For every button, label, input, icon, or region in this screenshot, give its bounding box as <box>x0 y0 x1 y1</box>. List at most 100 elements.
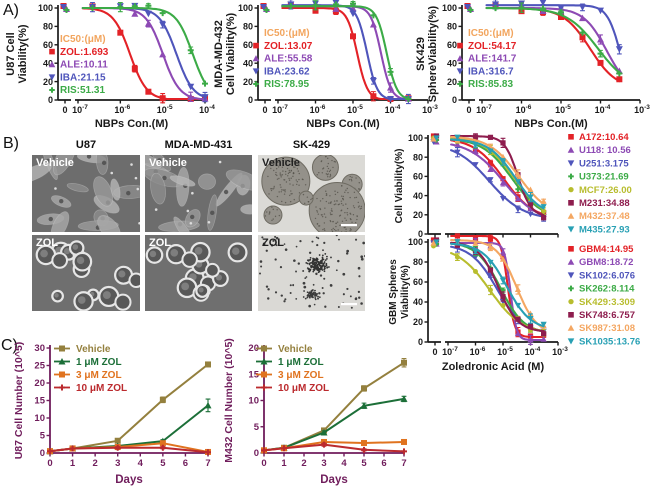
svg-text:ALE:141.7: ALE:141.7 <box>468 54 517 65</box>
svg-text:40: 40 <box>43 58 53 68</box>
svg-text:60: 60 <box>43 40 53 50</box>
svg-text:RIS:85.83: RIS:85.83 <box>468 79 513 90</box>
svg-text:60: 60 <box>413 172 423 182</box>
svg-text:6: 6 <box>381 458 386 469</box>
svg-text:20: 20 <box>248 343 259 354</box>
svg-text:1 μM ZOL: 1 μM ZOL <box>278 357 324 368</box>
micro-image-mda-vehicle: Vehicle <box>145 155 252 232</box>
svg-text:U87 Cell: U87 Cell <box>5 32 17 75</box>
svg-text:7: 7 <box>401 458 406 469</box>
svg-text:GBM8:18.72: GBM8:18.72 <box>579 257 633 268</box>
svg-text:20: 20 <box>447 77 457 87</box>
svg-text:Zoledronic Acid (M): Zoledronic Acid (M) <box>442 361 545 373</box>
micro-image-sk429-zol: ZOL <box>258 235 365 311</box>
svg-text:RIS:51.31: RIS:51.31 <box>60 85 105 96</box>
svg-text:10-6: 10-6 <box>114 104 130 115</box>
svg-text:10-3: 10-3 <box>422 104 438 115</box>
svg-text:NBPs Con.(M): NBPs Con.(M) <box>514 118 588 130</box>
svg-text:10-4: 10-4 <box>525 346 541 357</box>
svg-text:SK987:31.08: SK987:31.08 <box>579 323 635 334</box>
svg-text:GBM4:14.95: GBM4:14.95 <box>579 244 634 255</box>
svg-text:3 μM ZOL: 3 μM ZOL <box>76 370 122 381</box>
svg-text:3: 3 <box>321 458 326 469</box>
svg-text:10-7: 10-7 <box>72 104 88 115</box>
svg-text:GBM Spheres: GBM Spheres <box>388 259 399 325</box>
svg-text:20: 20 <box>413 210 423 220</box>
svg-text:60: 60 <box>243 40 253 50</box>
svg-text:100: 100 <box>408 237 423 247</box>
svg-text:1: 1 <box>281 458 287 469</box>
svg-text:10-7: 10-7 <box>476 104 492 115</box>
gbm-spheres-viability-chart: 0 20 40 60 80 100 0 10-7 10-6 10-5 10-4 10-3 GBM4:14… <box>388 233 650 376</box>
svg-text:ZOL:1.693: ZOL:1.693 <box>60 47 109 58</box>
m432-growth-curve-chart: 0 5 10 15 20 0 1 2 3 4 5 6 7 Vehicle 1 μM ZOL 3 μM ZOL 1… <box>218 336 410 486</box>
micro-label: ZOL <box>36 237 58 249</box>
svg-text:10-5: 10-5 <box>347 104 363 115</box>
svg-text:ALE:55.58: ALE:55.58 <box>264 54 313 65</box>
svg-text:5: 5 <box>160 458 166 469</box>
svg-text:10-5: 10-5 <box>157 104 173 115</box>
svg-text:5: 5 <box>361 458 367 469</box>
svg-text:10-4: 10-4 <box>595 104 611 115</box>
svg-text:30: 30 <box>34 343 45 354</box>
svg-text:60: 60 <box>447 40 457 50</box>
svg-text:A172:10.64: A172:10.64 <box>579 132 629 143</box>
svg-text:0: 0 <box>418 337 423 347</box>
svg-text:100: 100 <box>442 3 457 13</box>
svg-text:10 μM ZOL: 10 μM ZOL <box>278 383 329 394</box>
svg-text:6: 6 <box>183 458 188 469</box>
micro-label: ZOL <box>149 237 171 249</box>
svg-text:IC50:(μM): IC50:(μM) <box>264 28 310 39</box>
micro-column-title-u87: U87 <box>75 139 97 151</box>
svg-text:0: 0 <box>62 105 67 115</box>
sk429-sphere-dose-response-chart: 0 20 40 60 80 100 0 10-7 10-6 10-5 10-4 10-3 IC50:(μ… <box>412 0 650 132</box>
svg-text:Days: Days <box>115 474 143 486</box>
svg-text:25: 25 <box>34 361 45 372</box>
svg-text:0: 0 <box>254 448 259 459</box>
svg-text:10 μM ZOL: 10 μM ZOL <box>76 383 127 394</box>
svg-text:40: 40 <box>413 191 423 201</box>
svg-text:IBA:23.62: IBA:23.62 <box>264 66 310 77</box>
svg-text:0: 0 <box>248 95 253 105</box>
svg-text:Cell Viability(%): Cell Viability(%) <box>394 149 405 224</box>
svg-text:4: 4 <box>138 458 144 469</box>
svg-text:10: 10 <box>34 413 45 424</box>
svg-text:IC50:(μM): IC50:(μM) <box>60 34 106 45</box>
svg-text:SK429: SK429 <box>415 37 427 71</box>
micro-image-u87-vehicle: Vehicle <box>32 155 140 232</box>
svg-text:U251:3.175: U251:3.175 <box>579 158 629 169</box>
svg-text:10-4: 10-4 <box>385 104 401 115</box>
svg-text:Viability(%): Viability(%) <box>17 24 29 83</box>
svg-text:7: 7 <box>205 458 210 469</box>
svg-text:40: 40 <box>413 297 423 307</box>
svg-text:0: 0 <box>432 347 437 357</box>
svg-text:0: 0 <box>47 458 52 469</box>
svg-text:10-6: 10-6 <box>470 346 486 357</box>
micro-label: ZOL <box>262 237 284 249</box>
u87-growth-curve-chart: 0 5 10 15 20 25 30 0 1 2 3 4 5 6 7 Vehicle 1 μM ZOL 3 μM … <box>2 336 216 486</box>
svg-text:80: 80 <box>413 257 423 267</box>
micro-image-mda-zol: ZOL <box>145 235 252 311</box>
svg-text:0: 0 <box>261 458 266 469</box>
micro-image-sk429-vehicle: Vehicle <box>258 155 365 232</box>
svg-text:80: 80 <box>43 22 53 32</box>
svg-text:SK748:6.757: SK748:6.757 <box>579 310 635 321</box>
svg-text:10-6: 10-6 <box>310 104 326 115</box>
svg-text:2: 2 <box>301 458 306 469</box>
svg-text:ZOL:54.17: ZOL:54.17 <box>468 41 517 52</box>
svg-text:0: 0 <box>452 95 457 105</box>
svg-text:10-6: 10-6 <box>516 104 532 115</box>
svg-text:M231:34.88: M231:34.88 <box>579 198 630 209</box>
svg-text:100: 100 <box>408 133 423 143</box>
svg-text:ZOL:13.07: ZOL:13.07 <box>264 41 313 52</box>
svg-text:MCF7:26.00: MCF7:26.00 <box>579 185 632 196</box>
micro-label: Vehicle <box>262 157 300 169</box>
svg-text:80: 80 <box>413 152 423 162</box>
svg-text:80: 80 <box>447 22 457 32</box>
svg-text:2: 2 <box>92 458 97 469</box>
micro-image-u87-zol: ZOL <box>32 235 140 311</box>
svg-text:IC50:(μM): IC50:(μM) <box>468 28 514 39</box>
svg-text:Days: Days <box>320 474 348 486</box>
micro-column-title-sk429: SK-429 <box>292 139 331 151</box>
svg-text:RIS:78.95: RIS:78.95 <box>264 79 309 90</box>
